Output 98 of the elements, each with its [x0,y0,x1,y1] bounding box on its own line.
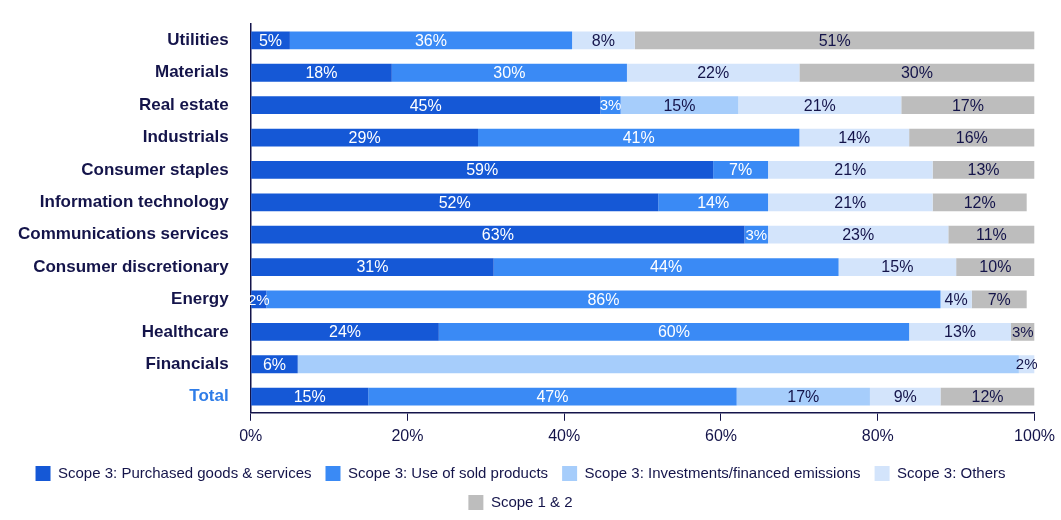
y-tick-label: Consumer staples [81,159,229,179]
bar [368,387,737,406]
bar [251,258,494,276]
bar [438,322,910,341]
data-label: 17% [951,96,984,114]
data-label: 14% [697,193,730,211]
x-tick-label: 100% [1014,426,1055,444]
data-label: 31% [356,258,389,276]
data-label: 3% [745,225,768,243]
bar [251,387,369,406]
y-tick-label: Materials [154,62,229,82]
data-label: 59% [466,161,499,179]
data-label: 7% [987,290,1011,308]
x-tick-label: 60% [704,426,738,444]
data-label: 52% [438,193,471,211]
bar [768,161,933,179]
bar [391,63,627,82]
y-tick-label: Consumer discretionary [33,256,230,276]
data-label: 44% [650,258,683,276]
data-label: 86% [587,290,620,308]
bar [634,31,1035,50]
bar [901,96,1035,115]
data-label: 24% [328,323,362,341]
data-label: 45% [409,96,442,114]
data-label: 23% [842,226,875,244]
x-tick-label: 80% [861,426,894,444]
x-tick-label: 20% [391,426,424,444]
data-label: 15% [663,96,696,114]
data-label: 17% [787,388,820,406]
data-label: 4% [944,290,968,308]
data-label: 60% [657,323,690,341]
y-tick-label: Financials [145,353,229,373]
bar [768,193,933,212]
y-tick-label: Industrials [142,127,229,147]
data-label: 30% [493,64,526,82]
legend-label: Scope 3: Purchased goods & services [58,463,312,481]
data-label: 12% [971,388,1004,406]
bar [736,387,870,406]
data-label: 9% [893,388,917,406]
data-label: 13% [967,161,1000,179]
bar [838,258,957,276]
bar [478,128,800,147]
bar [251,96,601,115]
bar [251,225,745,244]
x-tick-label: 40% [548,426,581,444]
legend-label: Scope 3: Others [897,463,1006,481]
data-label: 36% [414,31,447,49]
data-label: 29% [348,128,381,146]
data-label: 41% [622,128,655,146]
data-label: 18% [305,64,338,82]
data-label: 2% [1015,355,1038,373]
data-label: 22% [697,64,730,82]
data-label: 10% [979,258,1012,276]
data-label: 13% [944,323,977,341]
x-tick-label: 0% [239,426,263,444]
y-tick-label: Healthcare [141,321,229,341]
bar [251,193,659,212]
y-tick-label: Energy [171,289,230,309]
data-label: 8% [591,31,615,49]
data-label: 15% [881,258,914,276]
legend-label: Scope 3: Use of sold products [348,463,549,481]
bar [626,63,800,82]
data-label: 3% [1011,322,1034,340]
data-label: 3% [599,96,622,114]
bar [620,96,739,115]
data-label: 21% [803,96,836,114]
legend-label: Scope 3: Investments/financed emissions [584,463,861,481]
bar [768,225,949,244]
bar [738,96,902,115]
data-label: 6% [262,355,287,373]
data-label: 51% [818,31,851,49]
data-label: 11% [976,226,1007,244]
bar [799,63,1035,82]
data-label: 47% [536,388,569,406]
data-label: 7% [729,161,753,179]
data-label: 5% [258,31,283,49]
bar [658,193,769,212]
bar [909,322,1012,341]
y-tick-label: Total [189,386,229,406]
bar [251,322,439,341]
bar [251,63,392,82]
data-label: 12% [963,193,996,211]
data-label: 15% [293,388,326,406]
y-tick-label: Real estate [138,94,229,114]
data-label: 63% [481,226,514,244]
data-label: 21% [834,161,867,179]
data-label: 21% [834,193,867,211]
bar [289,31,573,50]
y-tick-label: Communications services [17,224,229,244]
bar [493,258,839,276]
bar [251,161,714,179]
data-label: 30% [900,64,933,82]
bar [251,128,479,147]
legend-label: Scope 1 & 2 [490,492,573,510]
y-tick-label: Information technology [39,192,230,211]
data-label: 14% [838,128,871,146]
data-label: 16% [955,128,988,146]
y-tick-label: Utilities [167,30,229,50]
